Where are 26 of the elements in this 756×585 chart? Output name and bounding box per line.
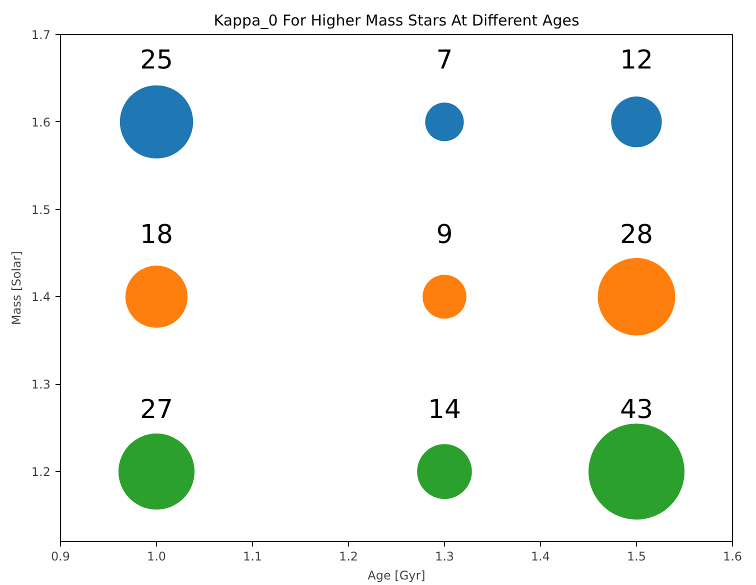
data-label: 28 (620, 220, 654, 250)
x-tick-label: 1.2 (338, 550, 358, 564)
chart-title: Kappa_0 For Higher Mass Stars At Different Ages (214, 12, 580, 30)
y-tick-label: 1.4 (31, 290, 51, 304)
data-label: 9 (436, 220, 453, 250)
data-label: 7 (436, 45, 453, 76)
x-tick-label: 1.1 (242, 550, 262, 564)
data-label: 43 (620, 395, 654, 426)
y-tick-label: 1.3 (31, 378, 51, 392)
data-label: 25 (140, 45, 174, 76)
data-label: 18 (140, 220, 174, 250)
data-label: 27 (140, 395, 174, 426)
data-label: 14 (428, 395, 462, 426)
x-axis-title: Age [Gyr] (368, 568, 426, 582)
x-tick-label: 1.4 (530, 550, 550, 564)
y-axis-title: Mass [Solar] (9, 251, 24, 325)
data-label: 12 (620, 45, 654, 76)
y-tick-label: 1.5 (31, 202, 51, 217)
x-tick-label: 1.6 (722, 550, 742, 564)
x-tick-label: 1.5 (626, 550, 646, 564)
x-tick-label: 1.3 (434, 550, 454, 564)
x-tick-label: 1.0 (146, 550, 166, 564)
y-tick-label: 1.7 (31, 28, 51, 42)
y-tick-label: 1.2 (31, 465, 51, 480)
x-tick-label: 0.9 (50, 550, 70, 564)
y-tick-label: 1.6 (31, 115, 51, 130)
